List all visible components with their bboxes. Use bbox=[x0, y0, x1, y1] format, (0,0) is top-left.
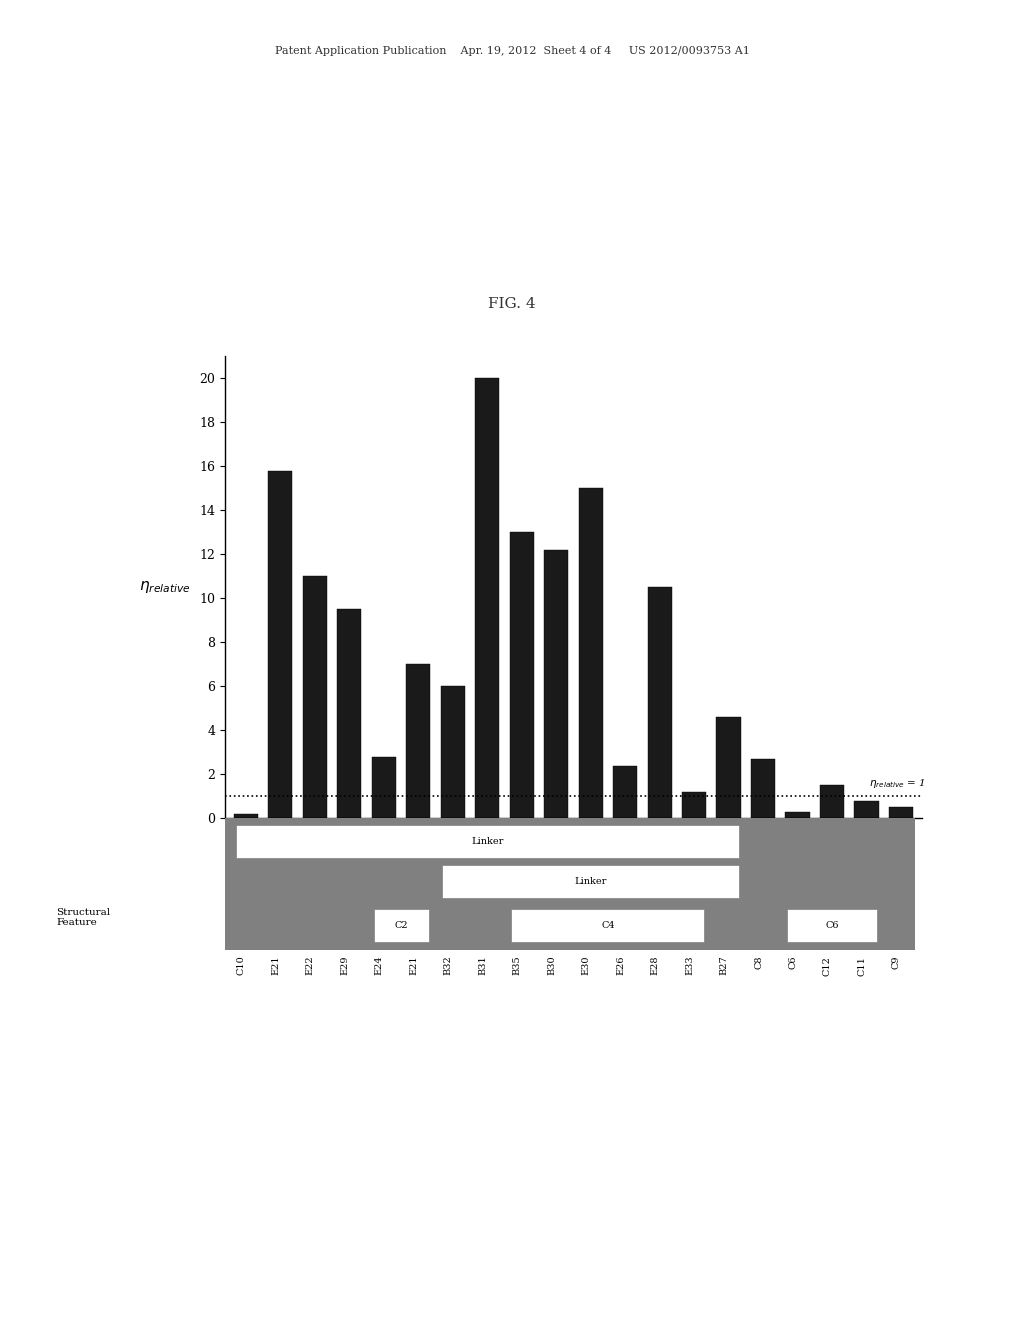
Text: C10: C10 bbox=[237, 956, 246, 975]
Text: Linker: Linker bbox=[574, 876, 607, 886]
Text: E24: E24 bbox=[375, 956, 384, 975]
FancyBboxPatch shape bbox=[374, 908, 429, 941]
Bar bbox=[475, 379, 500, 818]
Text: $\eta_{relative}$ = 1: $\eta_{relative}$ = 1 bbox=[868, 776, 925, 789]
Y-axis label: $\eta_{relative}$: $\eta_{relative}$ bbox=[139, 579, 190, 595]
Text: C2: C2 bbox=[394, 921, 408, 929]
Bar bbox=[717, 717, 740, 818]
Text: B32: B32 bbox=[443, 956, 453, 975]
Text: E21: E21 bbox=[271, 956, 281, 975]
Text: C11: C11 bbox=[857, 956, 866, 975]
Bar bbox=[579, 488, 603, 818]
Text: C12: C12 bbox=[823, 956, 831, 975]
Bar bbox=[647, 587, 672, 818]
Bar bbox=[372, 756, 396, 818]
FancyBboxPatch shape bbox=[511, 908, 705, 941]
Bar bbox=[682, 792, 707, 818]
Text: C9: C9 bbox=[892, 956, 901, 969]
Bar bbox=[407, 664, 430, 818]
Text: C8: C8 bbox=[754, 956, 763, 969]
Bar bbox=[889, 808, 913, 818]
Text: E22: E22 bbox=[306, 956, 315, 975]
Text: B35: B35 bbox=[513, 956, 522, 975]
FancyBboxPatch shape bbox=[787, 908, 877, 941]
FancyBboxPatch shape bbox=[442, 865, 739, 898]
Bar bbox=[268, 471, 293, 818]
Bar bbox=[233, 814, 258, 818]
Bar bbox=[854, 801, 879, 818]
Text: E29: E29 bbox=[340, 956, 349, 975]
Text: B31: B31 bbox=[478, 956, 487, 975]
Bar bbox=[337, 610, 361, 818]
Bar bbox=[440, 686, 465, 818]
Text: Structural
Feature: Structural Feature bbox=[56, 908, 111, 927]
Bar bbox=[303, 577, 327, 818]
Bar bbox=[613, 766, 637, 818]
Text: C4: C4 bbox=[601, 921, 614, 929]
Text: C6: C6 bbox=[825, 921, 839, 929]
Text: E21: E21 bbox=[410, 956, 419, 975]
Text: Linker: Linker bbox=[471, 837, 504, 846]
Bar bbox=[785, 812, 810, 818]
Bar bbox=[544, 550, 568, 818]
Text: E33: E33 bbox=[685, 956, 694, 975]
FancyBboxPatch shape bbox=[236, 825, 739, 858]
Text: FIG. 4: FIG. 4 bbox=[488, 297, 536, 310]
Text: B30: B30 bbox=[547, 956, 556, 975]
Text: Patent Application Publication    Apr. 19, 2012  Sheet 4 of 4     US 2012/009375: Patent Application Publication Apr. 19, … bbox=[274, 46, 750, 57]
Text: C6: C6 bbox=[788, 956, 798, 969]
Bar bbox=[751, 759, 775, 818]
Text: E26: E26 bbox=[616, 956, 625, 975]
Bar bbox=[510, 532, 534, 818]
Text: B27: B27 bbox=[720, 956, 728, 975]
FancyBboxPatch shape bbox=[225, 818, 914, 950]
Text: E28: E28 bbox=[650, 956, 659, 975]
Bar bbox=[820, 785, 844, 818]
Text: E30: E30 bbox=[582, 956, 591, 975]
